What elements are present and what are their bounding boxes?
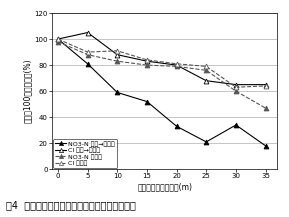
- Text: 围4  础酸態窒素と塗化物イオンの濃度低下度合: 围4 础酸態窒素と塗化物イオンの濃度低下度合: [6, 201, 136, 210]
- Legend: NO3-N 草地→林地区, Cl 草地→林地区, NO3-N 草地区, Cl 草地区: NO3-N 草地→林地区, Cl 草地→林地区, NO3-N 草地区, Cl 草…: [53, 139, 117, 168]
- X-axis label: 畑地境界からの距離(m): 畑地境界からの距離(m): [137, 182, 192, 191]
- Y-axis label: 境界で100とする割合(%): 境界で100とする割合(%): [23, 59, 32, 123]
